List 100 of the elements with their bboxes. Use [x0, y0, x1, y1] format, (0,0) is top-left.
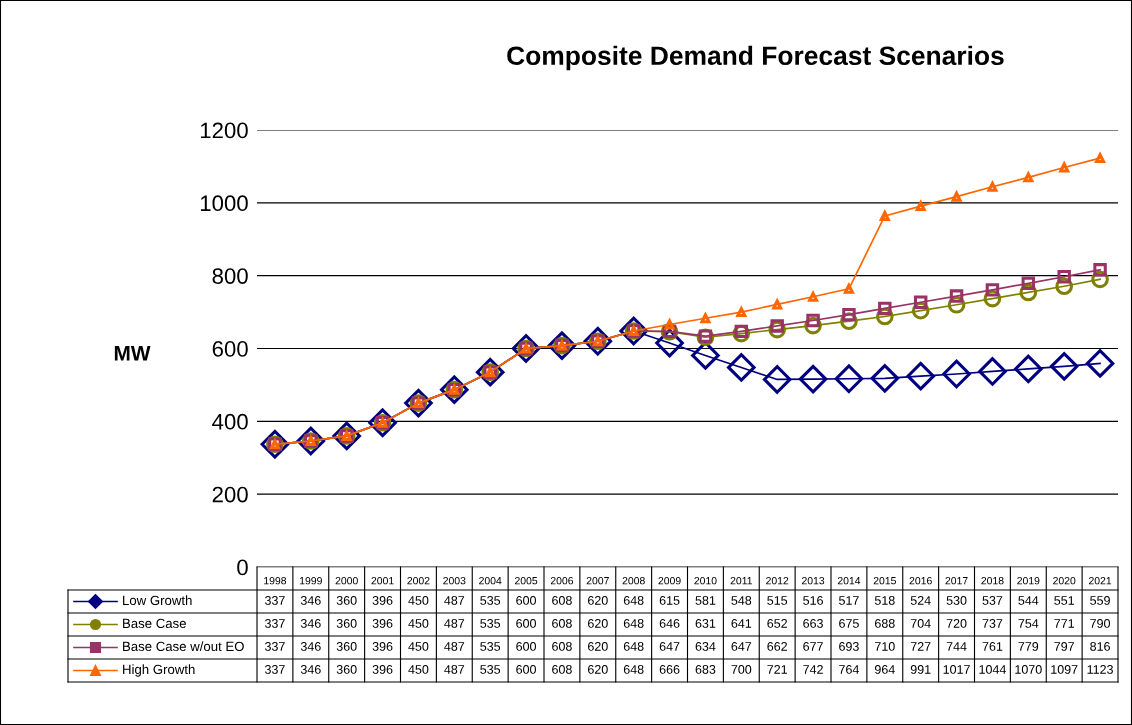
x-tick-label: 2019 — [1017, 577, 1040, 585]
point — [985, 283, 1000, 297]
data-label: 641 — [731, 619, 752, 628]
data-label: 535 — [480, 642, 501, 651]
data-label: 677 — [803, 642, 823, 651]
data-label: 535 — [480, 665, 501, 674]
data-label: 620 — [588, 642, 608, 651]
data-label: 396 — [372, 642, 393, 651]
point — [949, 289, 964, 303]
data-label: 790 — [1090, 619, 1110, 628]
data-label: 648 — [623, 619, 644, 628]
data-label: 517 — [839, 596, 859, 605]
data-label: 337 — [264, 619, 285, 628]
data-label: 450 — [408, 665, 429, 674]
data-label: 346 — [300, 596, 321, 605]
point — [727, 353, 756, 382]
x-tick-label: 2014 — [837, 577, 861, 585]
data-label: 737 — [982, 619, 1003, 628]
data-label: 634 — [695, 642, 716, 651]
data-label: 727 — [910, 642, 931, 651]
data-label: 646 — [659, 619, 680, 628]
x-tick-label: 1999 — [300, 577, 322, 585]
x-tick-label: 2006 — [550, 577, 574, 585]
data-label: 1097 — [1051, 665, 1078, 674]
data-label: 688 — [875, 619, 895, 628]
y-tick-label: 0 — [237, 559, 248, 576]
y-tick-label: 1200 — [200, 122, 248, 139]
x-tick-label: 2013 — [802, 577, 825, 585]
point — [734, 324, 749, 339]
data-label: 396 — [372, 619, 393, 628]
legend-label: Low Growth — [123, 595, 192, 606]
data-label: 1017 — [943, 665, 970, 674]
data-label: 710 — [875, 642, 895, 651]
data-label: 487 — [444, 665, 465, 674]
data-label: 450 — [408, 596, 429, 605]
data-label: 648 — [623, 665, 644, 674]
data-label: 516 — [803, 596, 823, 605]
data-label: 346 — [300, 619, 321, 628]
legend-label: Base Case w/out EO — [123, 641, 244, 652]
data-label: 450 — [408, 619, 429, 628]
data-label: 1044 — [979, 665, 1006, 674]
data-label: 742 — [803, 665, 823, 674]
point — [806, 313, 820, 328]
y-tick-label: 800 — [212, 268, 248, 284]
x-tick-label: 2020 — [1053, 577, 1076, 585]
data-label: 396 — [372, 665, 393, 674]
data-label: 648 — [623, 642, 644, 651]
point — [843, 283, 854, 294]
y-tick-label: 400 — [212, 413, 248, 430]
data-label: 530 — [946, 596, 967, 605]
point — [879, 210, 890, 221]
data-label: 771 — [1054, 619, 1075, 628]
y-tick-label: 1000 — [200, 195, 248, 212]
data-label: 648 — [623, 596, 644, 605]
data-label: 600 — [516, 642, 536, 651]
data-label: 360 — [336, 665, 357, 674]
data-label: 1123 — [1087, 665, 1113, 674]
point — [1021, 276, 1036, 291]
data-label: 991 — [910, 665, 931, 674]
point — [1093, 263, 1107, 277]
point — [906, 361, 935, 391]
data-label: 693 — [839, 642, 859, 651]
data-label: 487 — [444, 596, 465, 605]
data-label: 450 — [408, 642, 429, 651]
point — [978, 357, 1007, 386]
data-label: 524 — [910, 596, 931, 605]
data-label: 360 — [336, 596, 357, 605]
x-tick-label: 2002 — [407, 577, 430, 585]
data-label: 396 — [372, 596, 393, 605]
x-tick-label: 2016 — [909, 577, 932, 585]
data-label: 647 — [731, 642, 752, 651]
data-label: 720 — [946, 619, 967, 628]
data-label: 620 — [588, 665, 608, 674]
data-label: 559 — [1090, 596, 1110, 605]
data-label: 337 — [264, 665, 285, 674]
data-label: 548 — [731, 596, 752, 605]
point — [942, 359, 971, 389]
data-label: 683 — [695, 665, 716, 674]
data-label: 675 — [839, 619, 859, 628]
x-tick-label: 2021 — [1089, 577, 1112, 585]
point — [1058, 160, 1070, 173]
point — [1049, 352, 1079, 381]
y-axis-title: MW — [114, 346, 151, 361]
point — [808, 291, 819, 302]
data-label: 744 — [946, 642, 967, 651]
legend-label: High Growth — [123, 664, 195, 677]
point — [987, 181, 998, 192]
x-tick-label: 2003 — [443, 577, 466, 585]
data-label: 346 — [300, 642, 321, 651]
data-label: 662 — [767, 642, 787, 651]
data-label: 608 — [552, 619, 572, 628]
data-label: 337 — [264, 642, 285, 651]
x-tick-label: 2010 — [694, 577, 717, 585]
point — [1014, 354, 1043, 384]
point — [913, 295, 928, 309]
x-tick-label: 2005 — [515, 577, 538, 585]
data-label: 816 — [1090, 642, 1110, 651]
data-label: 581 — [695, 596, 716, 605]
point — [260, 429, 290, 459]
data-label: 615 — [659, 596, 680, 605]
